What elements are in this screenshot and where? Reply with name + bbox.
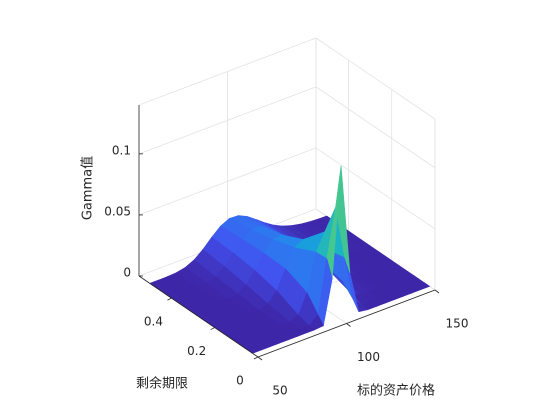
x-tick-label: 50 — [272, 384, 287, 398]
x-tick-label: 150 — [446, 317, 469, 331]
y-tick-label: 0 — [236, 374, 244, 388]
y-tick — [167, 297, 172, 301]
z-tick-label: 0 — [123, 266, 131, 280]
y-tick — [253, 356, 259, 360]
y-tick-label: 0.2 — [187, 344, 206, 358]
box-edge — [315, 37, 436, 120]
axes: 50 100 150 0 0.2 0.4 0 0.05 0.1 — [104, 105, 468, 398]
z-tick-label: 0.1 — [112, 143, 131, 157]
grid-line — [315, 147, 436, 230]
grid-line — [138, 86, 317, 155]
y-axis-line — [138, 275, 259, 358]
y-tick-label: 0.4 — [144, 315, 163, 329]
grid-line — [315, 86, 436, 169]
z-axis-label: Gamma值 — [80, 156, 96, 220]
x-axis-label: 标的资产价格 — [357, 383, 435, 399]
z-tick-label: 0.05 — [104, 204, 131, 218]
x-tick-label: 100 — [357, 350, 380, 364]
x-tick — [346, 323, 351, 327]
y-tick — [210, 327, 215, 330]
surface — [149, 165, 431, 354]
x-tick — [434, 289, 440, 294]
grid-line — [138, 147, 317, 216]
x-tick — [257, 356, 263, 361]
y-axis-label: 剩余期限 — [136, 376, 188, 392]
